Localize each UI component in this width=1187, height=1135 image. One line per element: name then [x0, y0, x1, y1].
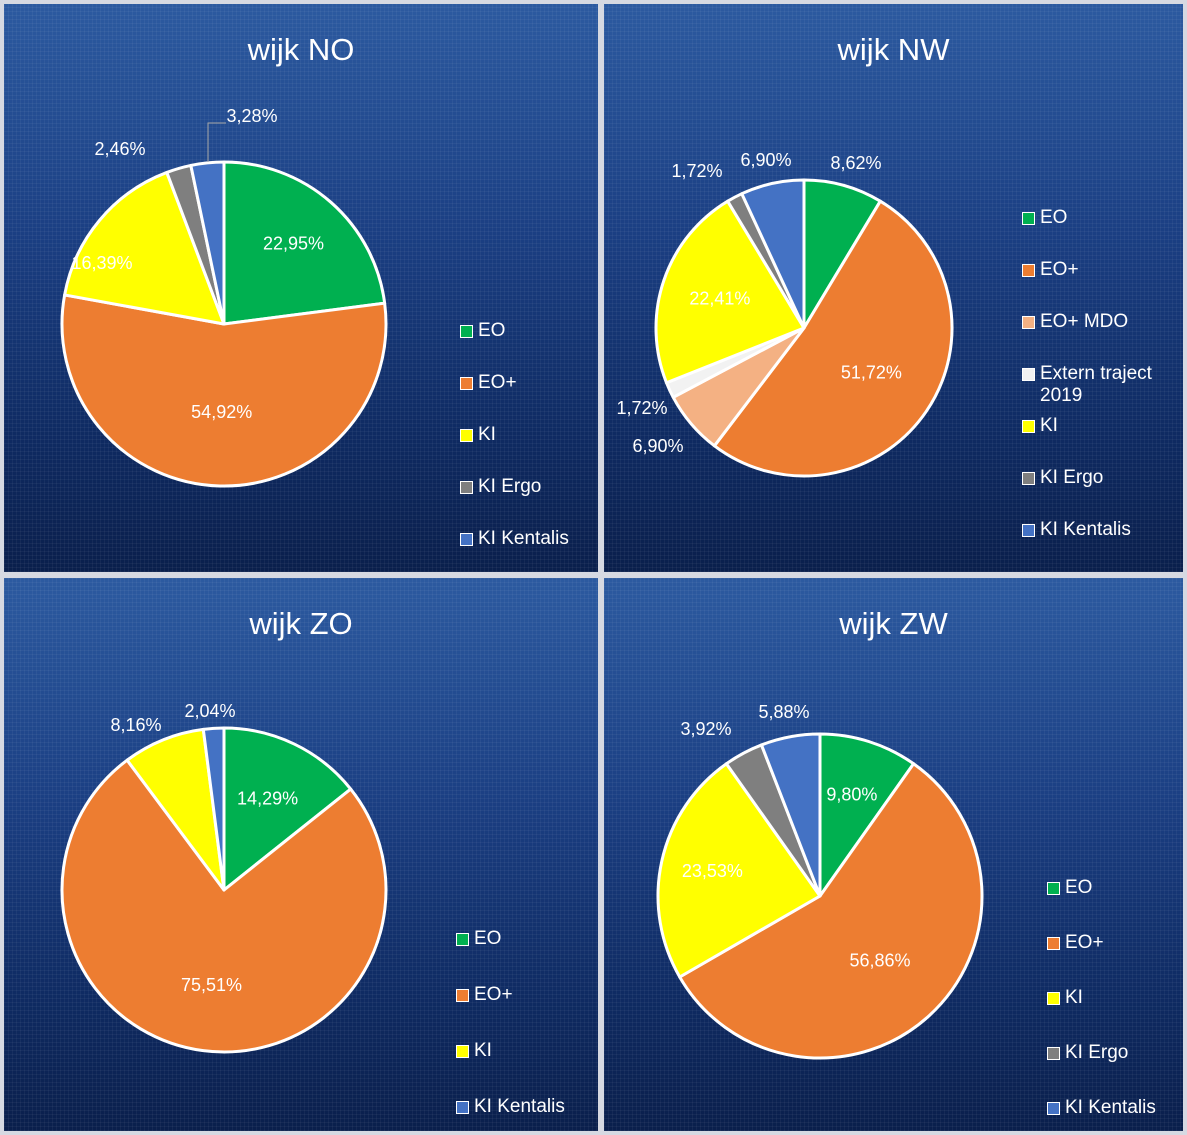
legend-label: KI Kentalis: [478, 528, 569, 549]
pie-slice-ki: [654, 199, 806, 385]
legend-label: KI Kentalis: [1040, 519, 1131, 540]
pie-slice-eo: [222, 160, 387, 326]
legend-label: EO+: [1065, 932, 1104, 953]
chart-title: wijk NW: [837, 32, 950, 67]
pie-slice-eo-: [60, 293, 388, 488]
pie-chart: 22,95% 54,92% 16,39% 2,46% 3,28%: [60, 106, 388, 488]
pie-slice-eo-: [60, 758, 388, 1054]
data-label: 3,92%: [680, 719, 731, 739]
legend-label: KI Ergo: [1040, 467, 1104, 488]
legend-swatch: [460, 429, 473, 442]
legend-label: KI: [1040, 415, 1058, 436]
data-label: 2,46%: [94, 139, 145, 159]
data-label: 3,28%: [226, 106, 277, 126]
legend-swatch: [460, 533, 473, 546]
chart-title: wijk ZO: [249, 606, 353, 641]
legend-label: EO+: [1040, 259, 1079, 280]
data-label: 75,51%: [181, 975, 242, 995]
data-label: 16,39%: [71, 253, 132, 273]
data-label: 14,29%: [237, 788, 298, 808]
data-label: 51,72%: [841, 362, 902, 382]
legend-swatch: [460, 325, 473, 338]
chart-panel-wijk-no: wijk NO 22,95% 54,92% 16,39% 2,46% 3,28% EO E…: [4, 4, 598, 572]
pie-slice-eo-: [712, 199, 954, 478]
legend-swatch: [1047, 882, 1060, 895]
data-label: 6,90%: [740, 150, 791, 170]
legend-label: KI: [474, 1040, 492, 1061]
data-label: 1,72%: [671, 161, 722, 181]
legend-label: EO+ MDO: [1040, 311, 1129, 332]
data-label: 5,88%: [758, 702, 809, 722]
data-label: 56,86%: [850, 951, 911, 971]
chart-title: wijk ZW: [839, 606, 948, 641]
pie-slice-ki-kentalis: [740, 178, 806, 330]
legend-swatch: [460, 481, 473, 494]
legend-swatch: [456, 933, 469, 946]
legend-label: EO: [478, 320, 506, 341]
data-label: 54,92%: [191, 402, 252, 422]
pie-chart: 9,80% 56,86% 23,53% 3,92% 5,88%: [656, 702, 984, 1060]
legend-label: EO+: [478, 372, 517, 393]
legend-swatch: [1047, 1047, 1060, 1060]
legend-label: KI Ergo: [1065, 1042, 1129, 1063]
legend-swatch: [456, 1101, 469, 1114]
data-label: 9,80%: [826, 784, 877, 804]
legend-label: KI Ergo: [478, 476, 542, 497]
legend-swatch: [1022, 264, 1035, 277]
data-label: 1,72%: [616, 398, 667, 418]
legend-label: EO: [1065, 877, 1093, 898]
legend-label: Extern traject 2019: [1040, 363, 1152, 406]
pie-slice-ki: [63, 170, 226, 326]
legend-swatch: [456, 989, 469, 1002]
pie-slice-eo: [818, 732, 916, 898]
legend-swatch: [1022, 368, 1035, 381]
pie-slice-eo-: [678, 762, 984, 1060]
chart-panel-wijk-zw: wijk ZW 9,80% 56,86% 23,53% 3,92% 5,88% EO EO…: [604, 578, 1183, 1131]
data-label: 22,95%: [263, 234, 324, 254]
legend-swatch: [1047, 937, 1060, 950]
data-label: 8,16%: [110, 715, 161, 735]
pie-slice-ki: [656, 762, 822, 979]
legend-swatch: [456, 1045, 469, 1058]
leader-line: [207, 122, 226, 162]
chart-panel-wijk-nw: wijk NW 8,62% 51,72% 6,90% 1,72% 22,41% 1,72%…: [604, 4, 1183, 572]
pie-slice-ki-kentalis: [759, 732, 822, 898]
legend-label: KI Kentalis: [1065, 1097, 1156, 1118]
legend-swatch: [1047, 1102, 1060, 1115]
legend-label: EO+: [474, 984, 513, 1005]
pie-slice-ki-kentalis: [201, 726, 226, 892]
legend-swatch: [1022, 212, 1035, 225]
legend-label: KI: [478, 424, 496, 445]
data-label: 2,04%: [184, 701, 235, 721]
pie-slice-eo: [222, 726, 353, 892]
data-label: 23,53%: [682, 861, 743, 881]
data-label: 22,41%: [689, 288, 750, 308]
legend-swatch: [460, 377, 473, 390]
pie-chart: 14,29% 75,51% 8,16% 2,04%: [60, 701, 388, 1054]
legend-label: EO: [1040, 207, 1068, 228]
legend-swatch: [1022, 472, 1035, 485]
chart-panel-wijk-zo: wijk ZO 14,29% 75,51% 8,16% 2,04% EO EO+ KI KI…: [4, 578, 598, 1131]
legend-swatch: [1022, 524, 1035, 537]
legend-swatch: [1022, 316, 1035, 329]
legend-label: EO: [474, 928, 502, 949]
chart-title: wijk NO: [247, 32, 355, 67]
data-label: 8,62%: [830, 153, 881, 173]
legend-swatch: [1047, 992, 1060, 1005]
legend-swatch: [1022, 420, 1035, 433]
data-label: 6,90%: [632, 436, 683, 456]
legend-label: KI Kentalis: [474, 1096, 565, 1117]
pie-chart: 8,62% 51,72% 6,90% 1,72% 22,41% 1,72% 6,90%: [616, 150, 954, 478]
legend-label: KI: [1065, 987, 1083, 1008]
pie-slice-ki-kentalis: [189, 160, 226, 326]
